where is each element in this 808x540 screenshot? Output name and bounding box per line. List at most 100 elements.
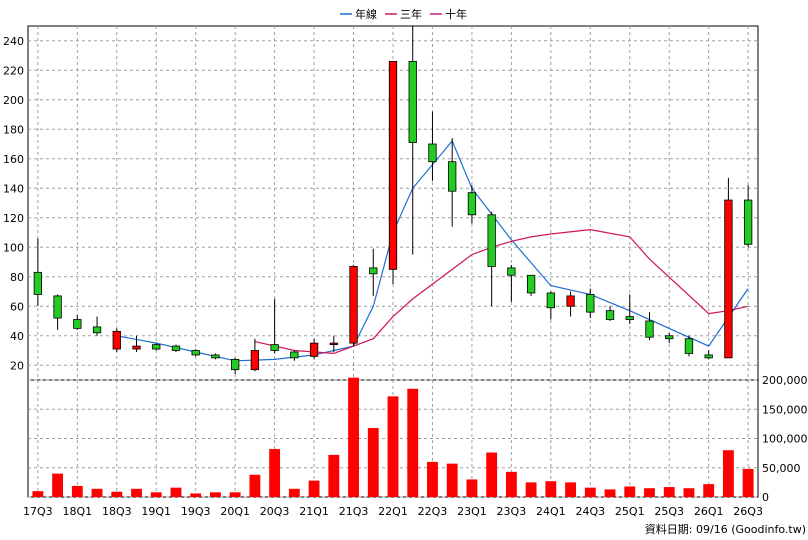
x-tick-label: 25Q3 — [654, 505, 684, 518]
candle-body-up — [507, 267, 516, 276]
volume-bar — [249, 474, 261, 497]
price-tick-label: 180 — [3, 123, 24, 136]
volume-bar — [486, 452, 498, 497]
x-tick-label: 22Q1 — [378, 505, 408, 518]
candle-body-down — [309, 342, 319, 357]
volume-bar — [131, 488, 142, 497]
candle-body-up — [369, 267, 378, 275]
candle — [250, 338, 260, 372]
candle — [684, 335, 694, 357]
candle — [704, 350, 713, 360]
candle-body-down — [349, 266, 358, 344]
price-tick-label: 100 — [3, 241, 24, 254]
candle-body-up — [53, 295, 62, 319]
price-tick-label: 80 — [10, 271, 24, 284]
candle — [743, 185, 753, 248]
candle — [566, 291, 575, 317]
candle-body-up — [526, 274, 536, 294]
x-tick-label: 21Q1 — [299, 505, 329, 518]
x-tick-label: 20Q1 — [220, 505, 250, 518]
volume-bar — [150, 492, 162, 497]
x-tick-label: 26Q3 — [733, 505, 763, 518]
volume-bar — [466, 479, 478, 497]
x-tick-label: 23Q1 — [457, 505, 487, 518]
candle — [152, 343, 161, 351]
volume-tick-label: 150,000 — [762, 403, 808, 416]
candle-body-up — [625, 316, 634, 320]
candle-body-up — [665, 335, 674, 340]
candle — [33, 238, 43, 307]
candle-body-up — [546, 292, 555, 309]
candle-body-down — [388, 61, 398, 270]
x-tick-label: 26Q1 — [694, 505, 724, 518]
x-tick-label: 22Q3 — [418, 505, 448, 518]
x-tick-label: 18Q3 — [102, 505, 132, 518]
candle-body-up — [33, 271, 43, 295]
price-tick-label: 200 — [3, 94, 24, 107]
candle-body-up — [408, 61, 417, 143]
volume-bar — [387, 396, 399, 497]
price-tick-label: 40 — [10, 330, 24, 343]
candle — [487, 211, 496, 307]
candle-body-up — [448, 161, 457, 192]
candle — [290, 350, 299, 361]
volume-bar — [703, 484, 715, 497]
volume-bar — [308, 480, 320, 497]
candle-body-up — [290, 351, 299, 359]
x-tick-label: 19Q3 — [181, 505, 211, 518]
volume-bar — [52, 473, 64, 497]
x-tick-label: 17Q3 — [23, 505, 53, 518]
candle — [507, 264, 516, 302]
x-tick-label: 21Q3 — [339, 505, 369, 518]
volume-bar — [722, 450, 734, 497]
candle — [645, 312, 654, 341]
volume-bar — [604, 489, 616, 497]
legend-label: 三年 — [400, 7, 422, 21]
x-tick-label: 19Q1 — [141, 505, 171, 518]
candle — [191, 349, 200, 357]
volume-tick-label: 50,000 — [762, 462, 801, 475]
candle — [171, 344, 181, 352]
candle-body-up — [743, 199, 753, 245]
x-tick-label: 18Q1 — [62, 505, 92, 518]
candle — [329, 335, 338, 352]
candle-body-up — [270, 344, 279, 351]
price-tick-label: 220 — [3, 64, 24, 77]
candle-body-up — [171, 345, 181, 351]
volume-bar — [348, 377, 359, 497]
candle — [349, 264, 358, 347]
candle-body-down — [250, 350, 260, 371]
candle — [467, 185, 477, 224]
candle-body-up — [428, 143, 437, 163]
volume-bar — [644, 488, 655, 497]
candle-body-up — [191, 350, 200, 356]
price-tick-label: 120 — [3, 212, 24, 225]
candle — [112, 328, 121, 352]
price-panel: 20 40 60 80 100 120 140 160 180 200 220 240 — [3, 25, 759, 381]
legend: 年線 三年 十年 — [340, 7, 467, 21]
x-tick-label: 23Q3 — [497, 505, 527, 518]
volume-bar — [742, 468, 754, 497]
candle — [132, 335, 141, 352]
candle — [724, 177, 733, 359]
candle-body-up — [467, 192, 477, 216]
candle-body-down — [132, 345, 141, 350]
volume-bar — [683, 488, 695, 497]
volume-tick-label: 0 — [762, 491, 769, 504]
x-axis: 17Q3 18Q1 18Q3 19Q1 19Q3 20Q1 20Q3 21Q1 21Q3 22Q1… — [23, 505, 763, 518]
candle — [448, 138, 457, 227]
candle — [428, 111, 437, 181]
volume-bar — [190, 493, 202, 497]
candle — [586, 288, 595, 319]
candle-body-up — [487, 214, 496, 267]
candle — [605, 306, 615, 321]
legend-label: 十年 — [445, 7, 467, 21]
candle-body-down — [566, 295, 575, 307]
candle-body-up — [73, 319, 82, 329]
volume-bar — [170, 487, 182, 497]
x-tick-label: 20Q3 — [260, 505, 290, 518]
price-tick-label: 140 — [3, 182, 24, 195]
candle — [309, 338, 319, 360]
volume-bar — [32, 491, 44, 497]
